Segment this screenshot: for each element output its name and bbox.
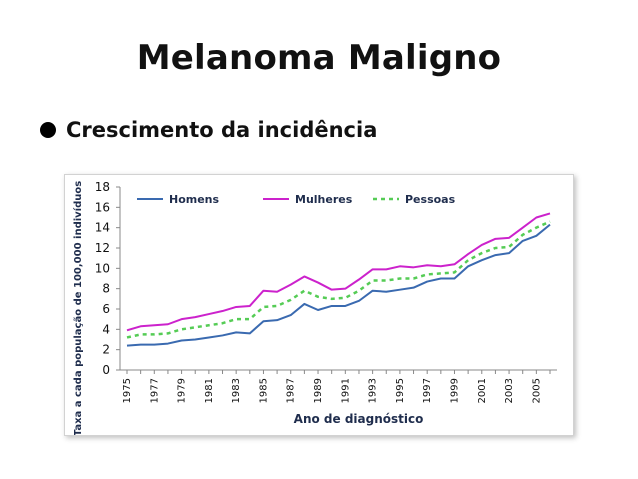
y-tick-label: 12 [95,241,110,255]
legend-label-mulheres: Mulheres [295,193,353,206]
x-tick-label: 2005 [531,378,542,403]
x-tick-label: 1997 [422,378,433,403]
x-tick-label: 2001 [477,378,488,403]
line-chart: 0 2 4 6 8 10 12 14 16 18 1975 1977 1979 1981 1983 1985 1… [72,180,557,435]
bullet-item: Crescimento da incidência [40,118,377,142]
x-tick-label: 1977 [149,378,160,403]
y-tick-label: 14 [95,221,110,235]
series-line-pessoas [126,220,551,339]
x-tick-label: 1979 [177,378,188,403]
x-tick-label: 1999 [449,378,460,403]
y-tick-label: 10 [95,261,110,275]
x-tick-label: 1983 [231,378,242,403]
legend-label-pessoas: Pessoas [405,193,456,206]
x-axis-title: Ano de diagnóstico [294,412,424,426]
x-tick-label: 1993 [368,378,379,403]
y-tick-label: 16 [95,200,110,214]
x-tick-label: 1989 [313,378,324,403]
y-tick-label: 0 [102,363,110,377]
x-tick-label: 2003 [504,378,515,403]
y-tick-label: 4 [102,322,110,336]
y-tick-label: 6 [102,302,110,316]
x-tick-label: 1981 [204,378,215,403]
slide-title: Melanoma Maligno [136,38,502,78]
series-line-mulheres [126,212,551,332]
series-line-homens [126,223,551,347]
y-tick-label: 2 [102,343,110,357]
x-tick-label: 1991 [340,378,351,403]
x-tick-label: 1995 [395,378,406,403]
y-tick-label: 18 [95,180,110,194]
x-tick-label: 1985 [258,378,269,403]
chart-container: 0 2 4 6 8 10 12 14 16 18 1975 1977 1979 1981 1983 1985 1… [64,174,574,436]
legend-label-homens: Homens [169,193,220,206]
y-tick-label: 8 [102,282,110,296]
x-tick-label: 1987 [286,378,297,403]
bullet-dot-icon [40,122,56,138]
bullet-text: Crescimento da incidência [66,118,378,142]
y-axis-title: Taxa a cada população de 100,000 indivíd… [72,181,84,435]
x-tick-label: 1975 [122,378,133,403]
